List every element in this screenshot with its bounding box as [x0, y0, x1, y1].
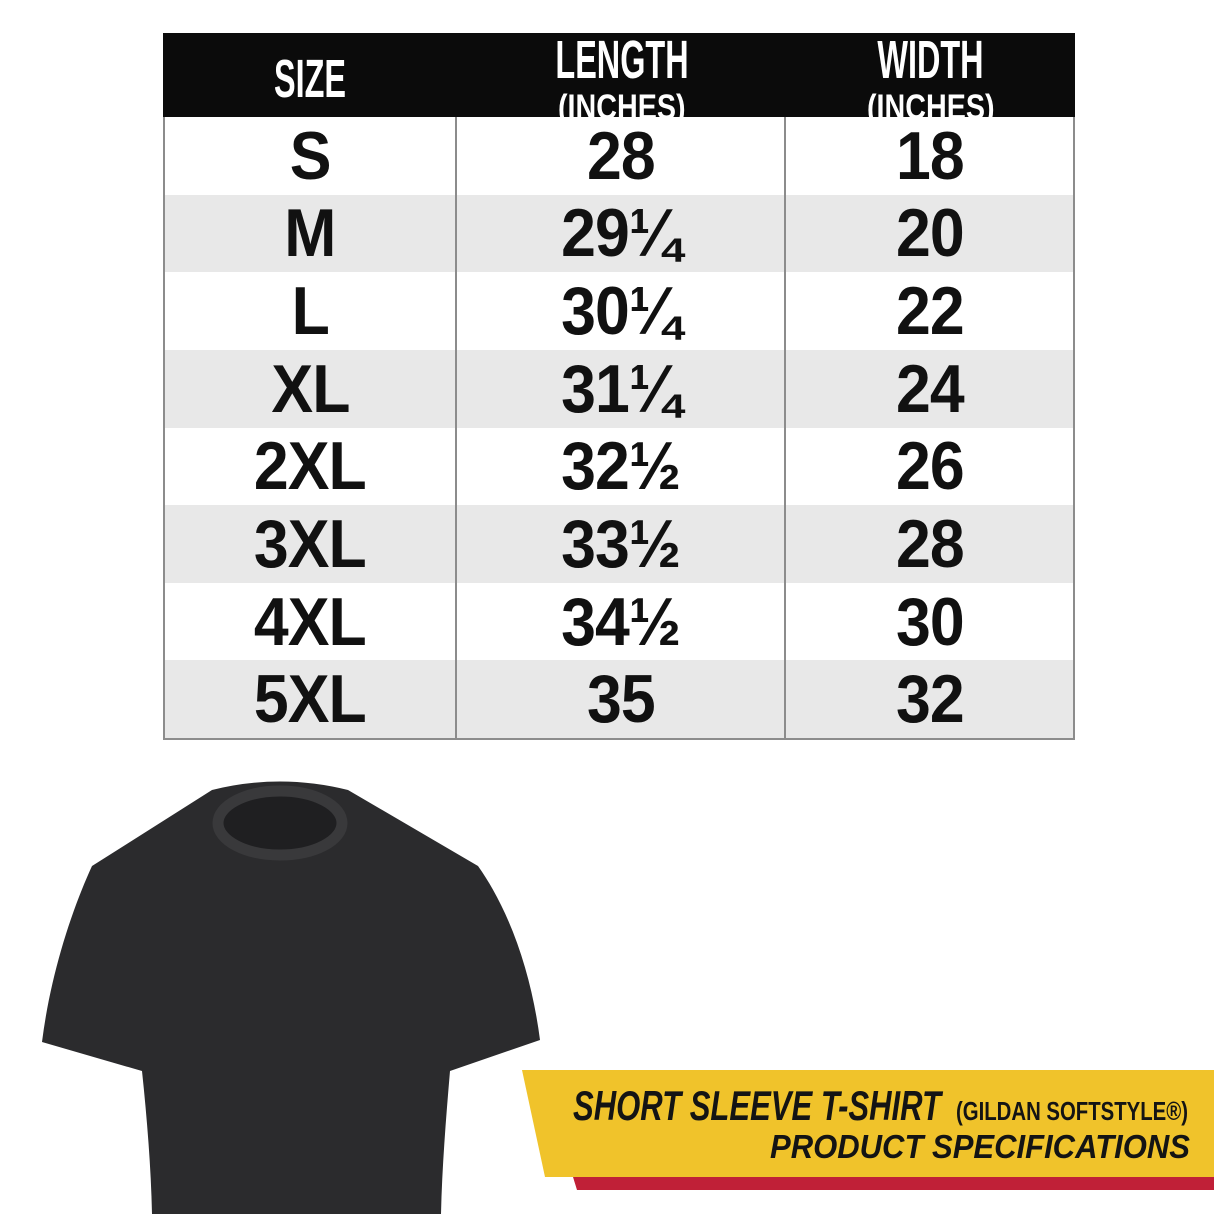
cell-width: 28 — [895, 505, 965, 582]
cell-length: 29¼ — [457, 194, 786, 273]
cell-size: 2XL — [165, 427, 457, 506]
banner-yellow-shape — [522, 1070, 1214, 1177]
table-row-s: S 28 18 — [165, 117, 1073, 195]
header-width: WIDTH (INCHES) — [786, 33, 1075, 125]
table-body: S 28 18 M 29¼ 20 L 30¼ 22 XL 31¼ 24 2XL — [163, 117, 1075, 740]
cell-width: 30 — [895, 583, 965, 660]
cell-width: 24 — [895, 350, 965, 427]
tshirt-photo — [42, 781, 540, 1214]
banner: SHORT SLEEVE T-SHIRT (GILDAN SOFTSTYLE®)… — [522, 1070, 1214, 1190]
header-width-label: WIDTH — [877, 30, 984, 90]
banner-subtitle: PRODUCT SPECIFICATIONS — [770, 1128, 1190, 1165]
cell-size: M — [165, 194, 457, 273]
table-row-5xl: 5XL 35 32 — [165, 660, 1073, 738]
cell-width: 18 — [895, 117, 965, 194]
cell-length: 32½ — [457, 427, 786, 506]
header-size-label: SIZE — [273, 49, 347, 109]
header-length-sub: (INCHES) — [557, 88, 686, 127]
collar-icon — [212, 785, 348, 861]
banner-title: SHORT SLEEVE T-SHIRT — [573, 1082, 943, 1129]
table-header-row: SIZE LENGTH (INCHES) WIDTH (INCHES) — [163, 33, 1075, 125]
cell-size: XL — [165, 349, 457, 428]
header-length-label: LENGTH — [554, 30, 689, 90]
cell-length: 34½ — [457, 582, 786, 661]
cell-width: 26 — [895, 428, 965, 505]
table-row-m: M 29¼ 20 — [165, 194, 1073, 273]
cell-size: 3XL — [165, 505, 457, 583]
cell-width: 32 — [895, 661, 965, 738]
cell-length: 35 — [457, 660, 786, 738]
cell-size: L — [165, 272, 457, 350]
size-table: SIZE LENGTH (INCHES) WIDTH (INCHES) S 28… — [163, 33, 1075, 740]
banner-red-stripe — [573, 1177, 1214, 1190]
cell-length: 33½ — [457, 505, 786, 583]
tshirt-silhouette — [42, 781, 540, 1214]
cell-size: S — [165, 117, 457, 195]
header-length: LENGTH (INCHES) — [457, 33, 786, 125]
banner-title-suffix: (GILDAN SOFTSTYLE®) — [956, 1096, 1188, 1126]
cell-width: 20 — [895, 195, 965, 272]
header-size: SIZE — [163, 33, 457, 125]
header-width-sub: (INCHES) — [866, 88, 995, 127]
table-row-4xl: 4XL 34½ 30 — [165, 582, 1073, 661]
cell-length: 31¼ — [457, 349, 786, 428]
cell-size: 4XL — [165, 582, 457, 661]
cell-length: 28 — [457, 117, 786, 195]
cell-length: 30¼ — [457, 272, 786, 350]
table-row-3xl: 3XL 33½ 28 — [165, 505, 1073, 583]
table-row-2xl: 2XL 32½ 26 — [165, 427, 1073, 506]
cell-width: 22 — [895, 273, 965, 350]
table-row-l: L 30¼ 22 — [165, 272, 1073, 350]
cell-size: 5XL — [165, 660, 457, 738]
table-row-xl: XL 31¼ 24 — [165, 349, 1073, 428]
